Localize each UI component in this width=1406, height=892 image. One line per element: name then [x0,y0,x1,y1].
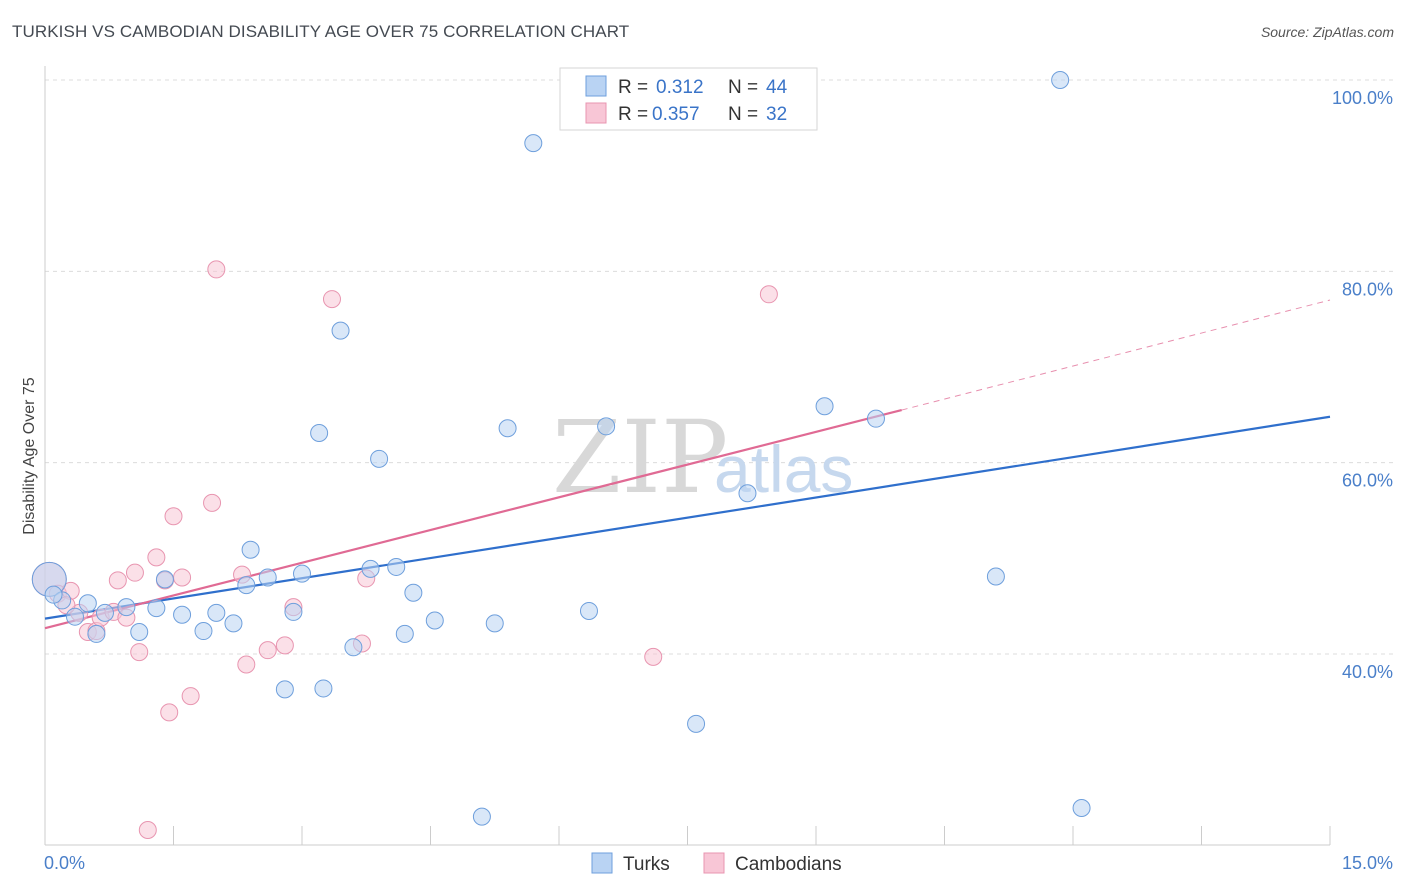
turks-point [241,540,260,559]
turks-point [387,557,406,576]
turks-point [117,598,136,617]
watermark-zip: ZIP [552,399,728,516]
legend-turks-r-value: 0.312 [656,77,704,98]
cambodians-point [108,571,127,590]
bottom-legend-swatch-cambodians [703,852,725,874]
turks-point [866,409,885,428]
turks-point [524,134,543,153]
chart-title: TURKISH VS CAMBODIAN DISABILITY AGE OVER… [12,22,630,41]
turks-point [95,603,114,622]
cambodians-point [322,290,341,309]
turks-point [485,614,504,633]
legend-cambodians-n-value: 32 [766,104,787,125]
turks-point [147,599,166,618]
cambodians-point [164,507,183,526]
cambodians-point [644,647,663,666]
legend: R = 0.312 N = 44 R = 0.357 N = 32 [559,67,818,131]
x-tick-label: 15.0% [1342,853,1393,873]
legend-cambodians-n-label: N = [728,104,758,125]
tick-labels: 40.0% 60.0% 80.0% 100.0% 0.0% 15.0% [44,88,1393,873]
turks-point [472,807,491,826]
turks-point [986,567,1005,586]
turks-point [687,714,706,733]
turks-point [815,397,834,416]
turks-point [331,321,350,340]
turks-point [130,622,149,641]
legend-turks-n-label: N = [728,77,758,98]
turks-point [65,607,84,626]
cambodians-point [258,641,277,660]
cambodians-point [759,285,778,304]
turks-point [310,424,329,443]
turks-point [258,568,277,587]
cambodians-point [237,655,256,674]
turks-point [87,624,106,643]
bottom-legend: Turks Cambodians [591,852,842,875]
cambodians-point [125,563,144,582]
turks-point [1072,799,1091,818]
turks-point [425,611,444,630]
turks-point [207,603,226,622]
turks-trend-line [44,415,1331,620]
bottom-legend-cambodians: Cambodians [735,854,842,875]
cambodians-trend-line [44,408,902,630]
turks-point [597,417,616,436]
legend-turks-r-label: R = [618,77,648,98]
turks-point [284,602,303,621]
turks-point [404,583,423,602]
cambodians-point [138,821,157,840]
cambodians-point [181,687,200,706]
turks-point [344,638,363,657]
turks-point [237,576,256,595]
source-label: Source: ZipAtlas.com [1260,24,1394,40]
trend-lines [44,299,1331,630]
turks-point [155,570,174,589]
cambodians-point [147,548,166,567]
legend-cambodians-r-label: R = [618,104,648,125]
y-axis-label: Disability Age Over 75 [21,377,38,535]
turks-point [498,419,517,438]
cambodians-point [203,493,222,512]
legend-turks-n-value: 44 [766,77,788,98]
turks-point [173,605,192,624]
turks-point [293,564,311,583]
axes [44,66,1331,846]
legend-cambodians-r-value: 0.357 [652,104,700,125]
legend-swatch-cambodians [585,102,607,124]
y-tick-label: 100.0% [1332,88,1393,108]
bottom-legend-swatch-turks [591,852,613,874]
turks-point [370,449,389,468]
turks-point [314,679,333,698]
turks-point [194,622,213,641]
cambodians-point [207,260,226,279]
turks-point [1051,71,1070,89]
bottom-legend-turks: Turks [623,854,670,875]
turks-point [579,601,598,620]
legend-swatch-turks [585,75,607,97]
data-points [31,71,1091,840]
y-tick-label: 40.0% [1342,662,1393,682]
cambodians-point [130,643,149,662]
turks-point [78,594,97,613]
watermark-atlas: atlas [714,432,853,506]
y-tick-label: 80.0% [1342,279,1393,299]
x-tick-label: 0.0% [44,853,85,873]
turks-point [275,680,294,699]
cambodians-point [275,636,294,655]
turks-point [44,585,63,604]
watermark: ZIP atlas [552,399,853,516]
cambodians-point [173,568,192,587]
cambodians-point [160,703,179,722]
turks-point [395,624,414,643]
turks-point [224,614,243,633]
y-tick-label: 60.0% [1342,471,1393,491]
turks-point [361,559,380,578]
cambodians-trend-extension [901,299,1331,411]
turks-point [738,484,757,503]
